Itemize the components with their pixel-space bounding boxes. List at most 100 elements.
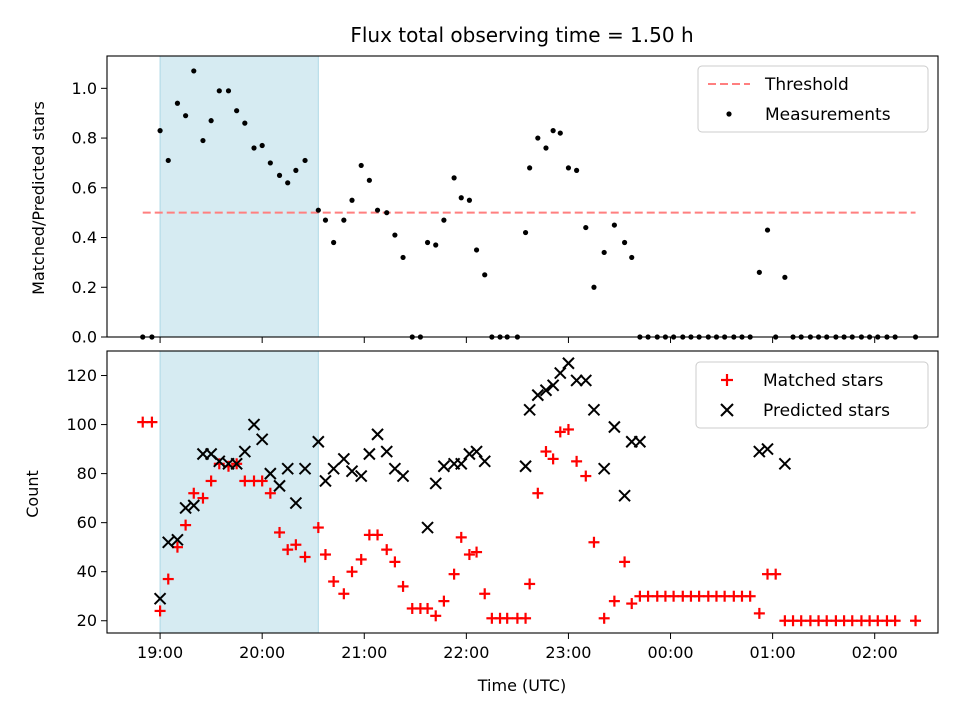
measurement-point [384,210,390,216]
x-tick-label: 23:00 [545,643,591,662]
matched-star-point [872,615,884,627]
predicted-star-point [230,457,243,471]
predicted-star-point [470,445,483,458]
matched-star-point [355,553,367,565]
matched-star-point [264,487,276,499]
matched-star-point [598,612,610,624]
matched-star-point [626,598,638,610]
predicted-star-point [213,455,226,468]
predicted-star-point [363,447,376,461]
predicted-star-point [380,445,393,458]
matched-star-point [524,578,536,590]
top-highlight-span [159,55,319,338]
x-tick-label: 20:00 [239,643,285,662]
measurement-point [583,224,589,231]
predicted-star-point [298,462,312,475]
predicted-star-point [608,420,621,434]
matched-star-point [821,615,833,627]
bottom-x-ticks: 19:00 20:00 21:00 22:00 23:00 00:00 01:00 02:00 [137,633,898,662]
matched-star-point [719,590,731,602]
legend-predicted-swatch [720,403,734,417]
measurement-point [764,227,771,233]
x-tick-label: 00:00 [647,643,693,662]
predicted-star-point [633,435,647,448]
legend-predicted-label: Predicted stars [763,401,890,421]
matched-star-point [562,423,574,435]
matched-star-point [753,607,765,619]
predicted-star-point [153,592,167,605]
matched-star-point [642,590,654,602]
top-legend: Threshold Measurements [697,65,929,133]
measurement-point [629,254,635,261]
matched-star-point [319,549,331,561]
predicted-star-point [187,499,200,512]
measurement-point [565,165,572,171]
matched-star-point [619,556,631,568]
matched-star-point [580,470,592,482]
matched-stars-points [137,416,922,627]
matched-star-point [146,416,158,428]
predicted-star-point [281,462,294,475]
bottom-y-tick-label: 20 [77,611,97,630]
measurement-point [550,128,556,134]
top-y-axis-label: Matched/Predicted stars [29,101,48,295]
measurement-point [621,239,628,246]
bottom-y-tick-label: 40 [77,562,97,581]
matched-star-point [554,426,566,438]
matched-star-point [471,546,483,558]
predicted-star-point [264,467,277,480]
measurement-point [242,120,248,126]
measurement-point [591,284,597,290]
predicted-star-point [437,460,451,473]
top-axes-frame [106,55,939,338]
measurement-point [331,239,337,246]
matched-star-point [256,475,268,487]
measurement-point [473,247,480,253]
bottom-y-ticks: 20 40 60 80 100 120 [66,366,107,630]
matched-star-point [239,475,251,487]
predicted-star-point [463,447,476,461]
measurement-point [216,88,222,94]
matched-star-point [338,588,350,600]
measurement-point [466,197,473,203]
predicted-star-point [354,469,368,483]
matched-star-point [744,590,756,602]
matched-star-point [540,446,552,458]
predicted-star-point [455,457,468,471]
measurement-point [451,175,457,181]
predicted-star-point [371,428,384,441]
predicted-star-point [337,452,351,466]
matched-star-point [430,610,442,622]
matched-star-point [479,588,491,600]
top-y-tick-label: 0.0 [72,328,97,347]
matched-star-point [463,549,475,561]
matched-star-point [162,573,174,585]
top-y-tick-label: 0.4 [72,228,97,247]
matched-star-point [608,595,620,607]
measurement-point [358,162,364,169]
matched-star-point [328,576,340,588]
measurement-point [433,242,439,248]
measurement-point [756,269,762,275]
predicted-star-point [597,462,611,475]
predicted-stars-points [153,357,792,605]
predicted-star-point [345,464,359,478]
measurement-point [259,142,265,149]
measurement-point [527,165,533,171]
measurement-point [400,254,406,261]
predicted-star-point [289,496,303,510]
matched-star-point [422,602,434,614]
predicted-star-point [519,460,532,473]
predicted-star-point [546,379,560,392]
matched-star-point [397,580,409,592]
matched-star-point [438,595,450,607]
matched-star-point [389,556,401,568]
matched-star-point [137,416,149,428]
matched-star-point [455,531,467,543]
matched-star-point [910,615,922,627]
x-tick-label: 19:00 [137,643,183,662]
measurement-point [611,222,617,228]
matched-star-point [180,519,192,531]
matched-star-point [274,526,286,538]
